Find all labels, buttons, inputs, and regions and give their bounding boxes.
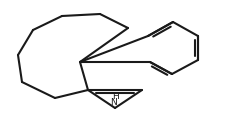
Text: N: N bbox=[110, 98, 117, 107]
Text: H: H bbox=[112, 92, 119, 101]
